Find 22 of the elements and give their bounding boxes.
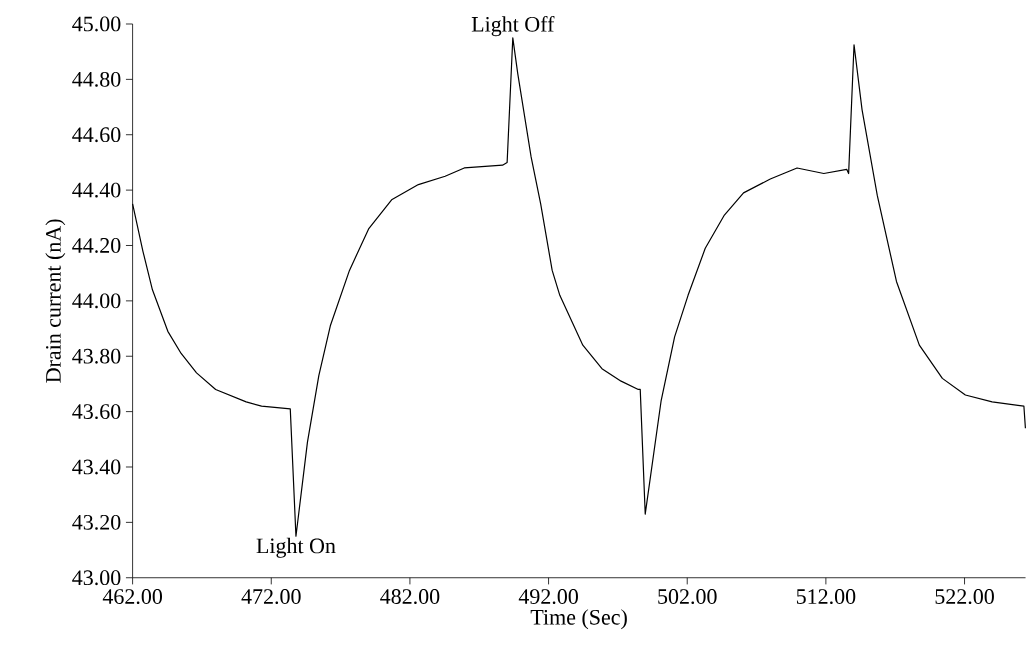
x-tick-label: 492.00 bbox=[518, 589, 578, 605]
y-tick-label: 44.20 bbox=[72, 238, 121, 254]
x-tick-label: 512.00 bbox=[796, 589, 856, 605]
y-axis-title: Drain current (nA) bbox=[45, 219, 66, 383]
annotation: Light Off bbox=[471, 16, 555, 37]
y-tick-label: 44.40 bbox=[72, 182, 121, 198]
annotation: Light On bbox=[256, 537, 336, 558]
x-tick-label: 502.00 bbox=[658, 589, 717, 605]
x-axis-title: Time (Sec) bbox=[530, 609, 627, 630]
y-tick-label: 43.20 bbox=[72, 515, 121, 530]
x-tick-label: 522.00 bbox=[935, 589, 994, 605]
x-tick-label: 482.00 bbox=[380, 589, 440, 605]
y-tick-label: 43.00 bbox=[72, 570, 121, 586]
x-tick-label: 462.00 bbox=[102, 589, 163, 605]
x-tick-label: 472.00 bbox=[241, 589, 301, 605]
y-tick-label: 44.00 bbox=[72, 293, 121, 309]
y-tick-label: 43.60 bbox=[72, 404, 121, 420]
y-tick-label: 44.60 bbox=[72, 127, 121, 143]
y-tick-label: 45.00 bbox=[72, 16, 121, 32]
y-tick-label: 43.40 bbox=[72, 459, 121, 475]
y-tick-label: 44.80 bbox=[72, 72, 121, 87]
y-tick-label: 43.80 bbox=[72, 348, 121, 364]
